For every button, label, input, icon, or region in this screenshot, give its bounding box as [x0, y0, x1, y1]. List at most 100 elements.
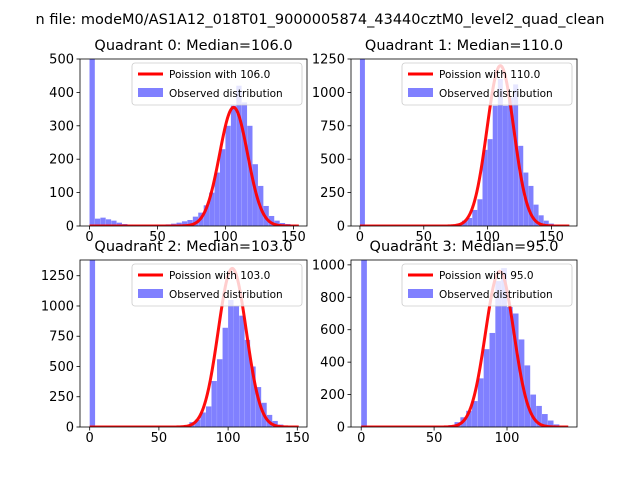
x-tick-label: 100	[495, 431, 520, 446]
histogram-bar	[359, 59, 365, 226]
legend-observed-label: Observed distribution	[439, 88, 553, 100]
plot-area	[361, 260, 569, 427]
histogram-bar	[477, 199, 483, 226]
x-tick-label: 0	[357, 431, 365, 446]
y-tick-label: 0	[66, 421, 74, 436]
y-tick-label: 1250	[41, 269, 74, 284]
y-tick-label: 1000	[41, 299, 74, 314]
histogram-bar	[228, 299, 234, 427]
y-tick-label: 500	[49, 360, 74, 375]
chart-panel-0: 0 50 100 150 0 100 200 300 400 500 Quadrant 0: Med…	[49, 38, 308, 245]
histogram-bar	[214, 172, 220, 226]
y-tick-label: 100	[49, 186, 74, 201]
plot-area	[89, 260, 299, 427]
histogram-bar	[241, 102, 248, 226]
histogram-bar	[230, 105, 237, 226]
legend-box	[401, 263, 573, 307]
histogram-bar	[247, 125, 253, 226]
y-tick-label: 0	[337, 421, 345, 436]
histogram-bar	[176, 222, 182, 226]
histogram-bar	[89, 260, 96, 427]
x-tick-label: 50	[149, 230, 166, 245]
legend-observed-label: Observed distribution	[169, 289, 283, 301]
histogram-bar	[492, 105, 498, 226]
histogram-bar	[211, 381, 217, 427]
histogram-bar	[205, 406, 212, 427]
histogram-bar	[192, 216, 199, 226]
axes-frame	[350, 58, 578, 227]
y-tick-label: 750	[320, 119, 345, 134]
histogram-bar	[524, 365, 531, 427]
legend-poisson-label: Poission with 106.0	[169, 69, 270, 81]
histogram-bar	[239, 315, 245, 427]
histogram-bar	[497, 79, 503, 226]
y-tick-label: 300	[49, 119, 74, 134]
y-tick-label: 0	[66, 220, 74, 235]
legend-poisson-label: Poission with 103.0	[169, 270, 270, 282]
histogram-bar	[472, 209, 478, 226]
histogram-bar	[513, 84, 519, 226]
plot-area	[359, 59, 570, 226]
histogram-bar	[181, 221, 188, 226]
histogram-bar	[467, 217, 473, 226]
y-tick-label: 200	[320, 388, 345, 403]
histogram-bar	[220, 149, 226, 226]
x-tick-label: 100	[213, 230, 238, 245]
histogram-bar	[200, 412, 206, 427]
histogram-bar	[274, 220, 280, 226]
histogram-bar	[466, 410, 472, 427]
x-tick-label: 100	[216, 431, 241, 446]
histogram-bar	[250, 366, 256, 427]
histogram-bar	[222, 327, 228, 427]
histogram-bar	[502, 105, 508, 226]
legend-observed-label: Observed distribution	[439, 289, 553, 301]
plot-area	[89, 59, 299, 226]
chart-title: Quadrant 1: Median=110.0	[365, 38, 563, 54]
histogram-bar	[508, 97, 514, 226]
x-tick-label: 150	[285, 431, 310, 446]
x-tick-label: 50	[416, 230, 433, 245]
y-tick-label: 800	[320, 291, 345, 306]
histogram-bar	[203, 205, 209, 226]
histogram-bar	[489, 332, 496, 427]
histogram-bar	[105, 219, 112, 226]
x-tick-label: 150	[281, 230, 306, 245]
histogram-bar	[94, 218, 101, 226]
histogram-bar	[538, 215, 544, 226]
axes-frame	[79, 259, 308, 428]
poisson-curve	[361, 269, 569, 427]
histogram-bar	[542, 414, 548, 427]
histogram-bar	[495, 281, 502, 427]
histogram-bar	[225, 125, 231, 226]
y-tick-label: 250	[49, 390, 74, 405]
histogram-bar	[244, 339, 251, 427]
histogram-bar	[477, 378, 484, 427]
histogram-bar	[530, 394, 537, 427]
y-tick-label: 1250	[312, 53, 345, 68]
histogram-bar	[512, 313, 519, 427]
legend-poisson-label: Poission with 95.0	[439, 270, 534, 282]
x-tick-label: 150	[539, 230, 564, 245]
y-tick-label: 1000	[312, 86, 345, 101]
poisson-curve	[89, 105, 299, 226]
y-tick-label: 400	[320, 356, 345, 371]
histogram-bar	[268, 215, 275, 226]
chart-title: Quadrant 3: Median=95.0	[370, 239, 559, 255]
histogram-bar	[518, 145, 524, 226]
legend-observed-label: Observed distribution	[169, 88, 283, 100]
y-tick-label: 600	[320, 323, 345, 338]
histogram-bar	[507, 307, 513, 427]
histogram-bar	[187, 219, 193, 226]
legend-observed-swatch	[408, 289, 433, 298]
figure-suptitle: n file: modeM0/AS1A12_018T01_9000005874_…	[36, 12, 605, 28]
histogram-bar	[472, 401, 478, 427]
chart-title: Quadrant 2: Median=103.0	[94, 239, 292, 255]
histogram-bar	[361, 260, 367, 427]
legend-observed-swatch	[138, 88, 163, 97]
x-tick-label: 0	[356, 230, 364, 245]
histogram-bar	[236, 85, 242, 226]
histogram-bar	[111, 220, 117, 226]
histogram-bar	[501, 268, 507, 427]
